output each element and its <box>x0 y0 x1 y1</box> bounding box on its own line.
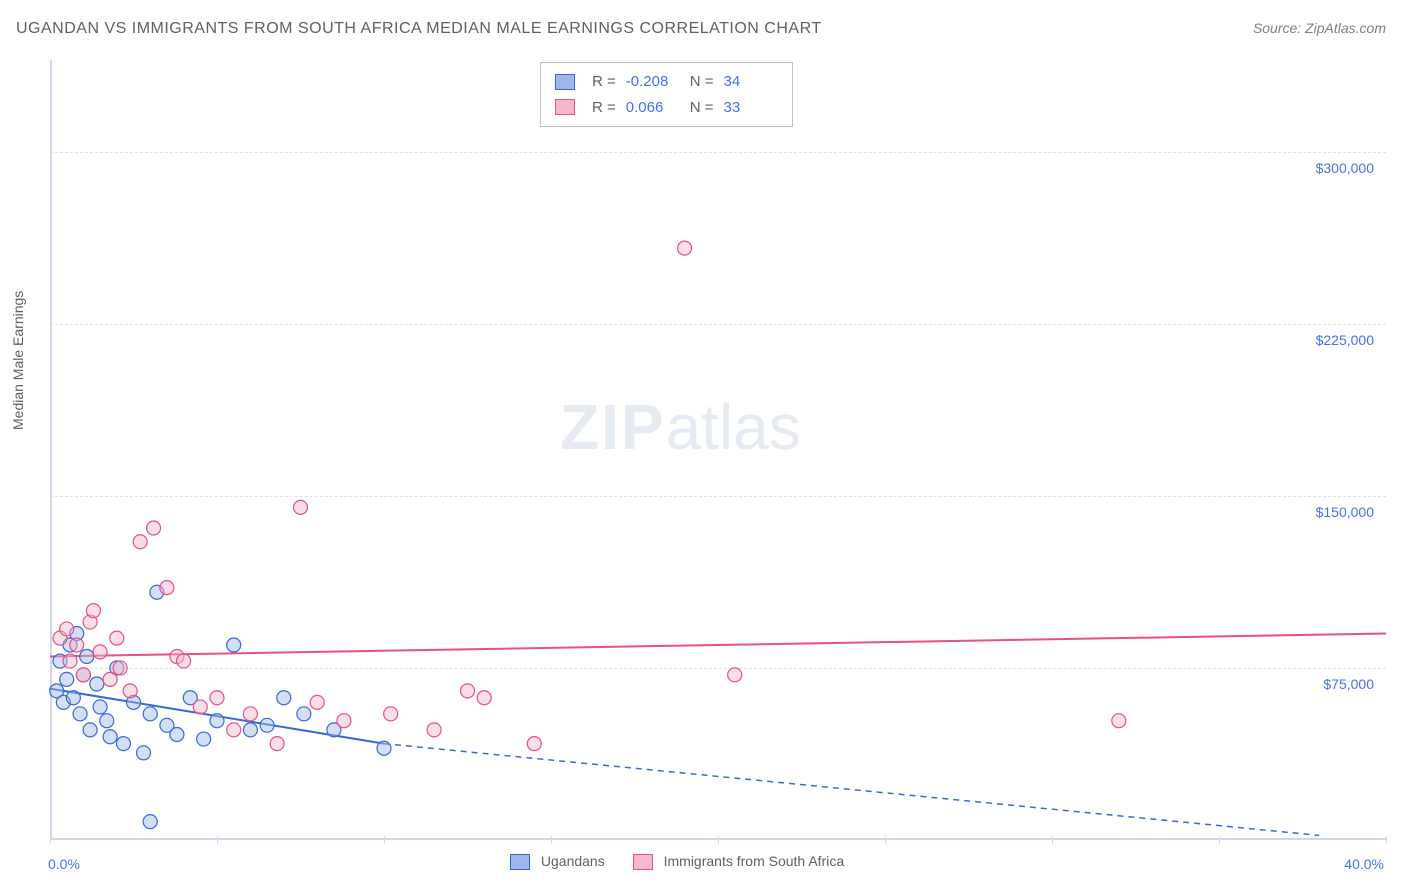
data-point-ugandans <box>73 707 87 721</box>
data-point-south_africa <box>103 672 117 686</box>
data-point-south_africa <box>678 241 692 255</box>
data-point-ugandans <box>243 723 257 737</box>
x-tick <box>885 836 886 844</box>
data-point-south_africa <box>227 723 241 737</box>
x-tick <box>384 836 385 844</box>
x-max-label: 40.0% <box>1344 856 1384 872</box>
data-point-south_africa <box>1112 714 1126 728</box>
stats-legend-box: R = -0.208 N = 34 R = 0.066 N = 33 <box>540 62 793 127</box>
regression-line-south-africa <box>50 634 1386 657</box>
data-point-ugandans <box>137 746 151 760</box>
data-point-south_africa <box>384 707 398 721</box>
data-point-south_africa <box>193 700 207 714</box>
n-label: N = <box>690 95 714 121</box>
data-point-ugandans <box>83 723 97 737</box>
swatch-south-africa-bottom <box>633 854 653 870</box>
r-value-south-africa: 0.066 <box>626 95 680 121</box>
chart-container: UGANDAN VS IMMIGRANTS FROM SOUTH AFRICA … <box>0 0 1406 892</box>
data-point-south_africa <box>210 691 224 705</box>
data-point-south_africa <box>86 604 100 618</box>
stats-row-ugandans: R = -0.208 N = 34 <box>555 69 778 95</box>
data-point-ugandans <box>116 737 130 751</box>
data-point-ugandans <box>197 732 211 746</box>
data-point-south_africa <box>177 654 191 668</box>
r-label: R = <box>592 69 616 95</box>
data-point-ugandans <box>297 707 311 721</box>
data-point-ugandans <box>90 677 104 691</box>
legend-item-ugandans: Ugandans <box>510 853 605 870</box>
data-point-ugandans <box>377 741 391 755</box>
x-tick <box>1219 836 1220 844</box>
swatch-ugandans-bottom <box>510 854 530 870</box>
chart-title: UGANDAN VS IMMIGRANTS FROM SOUTH AFRICA … <box>16 20 822 38</box>
data-point-south_africa <box>527 737 541 751</box>
data-point-ugandans <box>100 714 114 728</box>
data-point-south_africa <box>60 622 74 636</box>
data-point-south_africa <box>93 645 107 659</box>
r-label: R = <box>592 95 616 121</box>
data-point-south_africa <box>294 500 308 514</box>
x-tick <box>217 836 218 844</box>
data-point-ugandans <box>227 638 241 652</box>
data-point-ugandans <box>260 718 274 732</box>
bottom-legend: Ugandans Immigrants from South Africa <box>510 853 844 870</box>
x-tick <box>551 836 552 844</box>
data-point-south_africa <box>477 691 491 705</box>
x-tick <box>50 836 51 844</box>
data-point-south_africa <box>113 661 127 675</box>
data-point-south_africa <box>147 521 161 535</box>
data-point-south_africa <box>63 654 77 668</box>
legend-item-south-africa: Immigrants from South Africa <box>633 853 844 870</box>
n-value-south-africa: 33 <box>724 95 778 121</box>
legend-label-south-africa: Immigrants from South Africa <box>664 853 845 869</box>
data-point-south_africa <box>70 638 84 652</box>
n-label: N = <box>690 69 714 95</box>
r-value-ugandans: -0.208 <box>626 69 680 95</box>
data-point-south_africa <box>728 668 742 682</box>
data-point-south_africa <box>133 535 147 549</box>
data-point-ugandans <box>60 672 74 686</box>
legend-label-ugandans: Ugandans <box>541 853 605 869</box>
data-point-south_africa <box>160 581 174 595</box>
data-point-ugandans <box>80 649 94 663</box>
data-point-ugandans <box>277 691 291 705</box>
data-point-south_africa <box>270 737 284 751</box>
data-point-ugandans <box>93 700 107 714</box>
data-point-ugandans <box>66 691 80 705</box>
data-point-ugandans <box>103 730 117 744</box>
stats-row-south-africa: R = 0.066 N = 33 <box>555 95 778 121</box>
swatch-south-africa <box>555 99 575 115</box>
data-point-ugandans <box>143 707 157 721</box>
source-attribution: Source: ZipAtlas.com <box>1253 20 1386 36</box>
data-point-south_africa <box>123 684 137 698</box>
data-point-ugandans <box>210 714 224 728</box>
data-point-south_africa <box>427 723 441 737</box>
n-value-ugandans: 34 <box>724 69 778 95</box>
data-point-south_africa <box>310 695 324 709</box>
y-axis-label: Median Male Earnings <box>10 291 26 430</box>
swatch-ugandans <box>555 74 575 90</box>
data-point-ugandans <box>143 815 157 829</box>
data-point-south_africa <box>76 668 90 682</box>
scatter-plot-svg <box>50 60 1386 840</box>
x-tick <box>1386 836 1387 844</box>
data-point-ugandans <box>170 727 184 741</box>
data-point-south_africa <box>243 707 257 721</box>
data-point-south_africa <box>461 684 475 698</box>
x-tick <box>718 836 719 844</box>
x-min-label: 0.0% <box>48 856 80 872</box>
regression-line-ugandans-dashed <box>384 744 1319 836</box>
x-tick <box>1052 836 1053 844</box>
data-point-south_africa <box>110 631 124 645</box>
data-point-south_africa <box>337 714 351 728</box>
